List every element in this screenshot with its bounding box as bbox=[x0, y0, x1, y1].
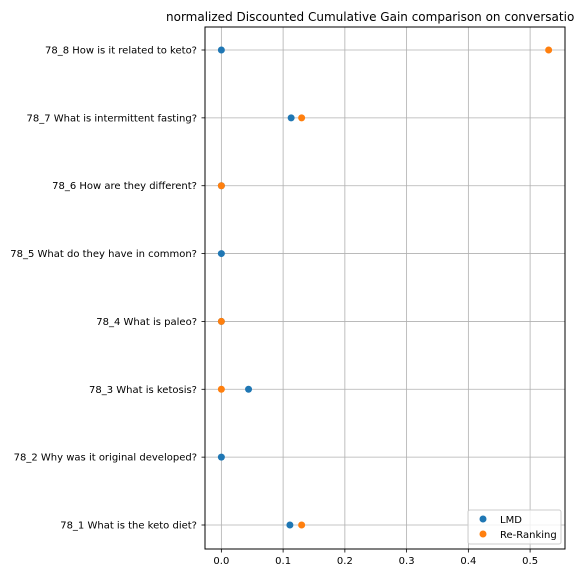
x-tick-label: 0.3 bbox=[399, 556, 415, 567]
grid bbox=[205, 27, 565, 549]
data-points bbox=[217, 46, 553, 529]
x-axis: 0.0 0.1 0.2 0.3 0.4 0.5 bbox=[213, 549, 538, 567]
data-point-lmd bbox=[245, 385, 253, 393]
y-tick-label: 78_2 Why was it original developed? bbox=[14, 453, 197, 464]
y-tick-label: 78_1 What is the keto diet? bbox=[60, 521, 197, 532]
x-tick-label: 0.0 bbox=[213, 556, 229, 567]
y-tick-label: 78_3 What is ketosis? bbox=[89, 385, 197, 396]
y-tick-label: 78_7 What is intermittent fasting? bbox=[26, 113, 197, 124]
data-point-lmd bbox=[287, 114, 295, 122]
legend: LMD Re-Ranking bbox=[467, 509, 562, 545]
data-point-re-ranking bbox=[298, 521, 306, 529]
data-point-lmd bbox=[217, 453, 225, 461]
x-tick-label: 0.4 bbox=[460, 556, 476, 567]
data-point-re-ranking bbox=[217, 182, 225, 190]
y-tick-label: 78_8 How is it related to keto? bbox=[45, 46, 197, 57]
data-point-lmd bbox=[217, 46, 225, 54]
x-tick-label: 0.1 bbox=[275, 556, 291, 567]
legend-label-lmd: LMD bbox=[500, 515, 522, 526]
data-point-re-ranking bbox=[298, 114, 306, 122]
data-point-re-ranking bbox=[217, 317, 225, 325]
legend-box bbox=[467, 509, 562, 545]
legend-marker-lmd bbox=[479, 515, 487, 523]
y-tick-label: 78_4 What is paleo? bbox=[96, 317, 197, 328]
x-tick-label: 0.5 bbox=[522, 556, 538, 567]
legend-marker-re-ranking bbox=[479, 530, 487, 538]
y-tick-label: 78_5 What do they have in common? bbox=[10, 249, 197, 260]
plot-area-frame bbox=[204, 26, 566, 550]
data-point-re-ranking bbox=[217, 385, 225, 393]
x-tick-label: 0.2 bbox=[337, 556, 353, 567]
chart-title: normalized Discounted Cumulative Gain co… bbox=[166, 10, 574, 24]
y-axis: 78_1 What is the keto diet? 78_2 Why was … bbox=[10, 46, 205, 532]
legend-label-re-ranking: Re-Ranking bbox=[500, 530, 557, 541]
data-point-lmd bbox=[217, 250, 225, 258]
y-tick-label: 78_6 How are they different? bbox=[52, 181, 197, 192]
data-point-re-ranking bbox=[545, 46, 553, 54]
data-point-lmd bbox=[286, 521, 294, 529]
